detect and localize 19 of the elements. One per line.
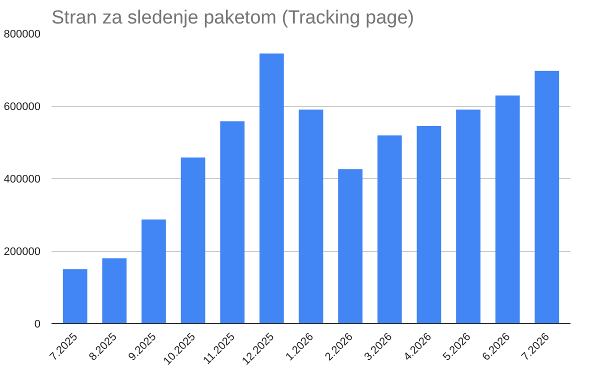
bar [456,110,480,324]
bar [377,135,402,324]
bar [102,258,127,324]
y-tick-label: 600000 [4,101,41,113]
bar [298,110,324,324]
bar [534,70,560,324]
bar [338,169,363,324]
bar [62,269,88,324]
y-tick-label: 400000 [4,174,41,186]
bar [259,53,284,324]
bar [142,219,166,324]
chart-title: Stran za sledenje paketom (Tracking page) [52,8,414,28]
bar [495,95,520,324]
bar [180,157,206,324]
bar [220,121,245,324]
y-tick-label: 800000 [4,28,41,40]
y-tick-label: 0 [34,318,41,330]
bar [416,126,442,324]
y-tick-label: 200000 [4,246,41,258]
